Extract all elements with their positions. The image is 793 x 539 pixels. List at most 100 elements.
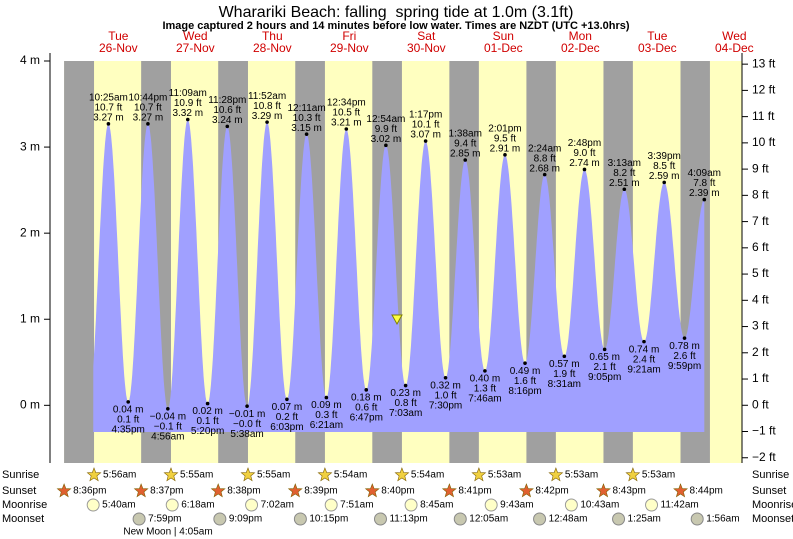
moonrise-time: 7:02am bbox=[261, 500, 294, 511]
moonset-time: 7:59pm bbox=[148, 514, 181, 525]
tide-height-m: 0.40 m bbox=[470, 374, 501, 385]
sunset-icon bbox=[133, 483, 149, 498]
tide-height-m: 0.04 m bbox=[113, 405, 144, 416]
night-band bbox=[64, 61, 95, 463]
tide-extreme-dot bbox=[265, 120, 269, 124]
day-date: 29-Nov bbox=[330, 41, 369, 55]
tide-extreme-dot bbox=[503, 153, 507, 157]
row-label: Moonrise bbox=[2, 499, 47, 511]
sunrise-icon bbox=[240, 467, 256, 482]
day-name: Tue bbox=[647, 29, 668, 43]
tide-time: 3:39pm bbox=[648, 151, 681, 162]
sunset-icon bbox=[673, 483, 689, 498]
y2-tick-label: 13 ft bbox=[752, 56, 776, 70]
sunrise-time: 5:56am bbox=[103, 470, 136, 481]
y-tick-label: 3 m bbox=[20, 139, 40, 153]
tide-height-m: 2.68 m bbox=[529, 163, 560, 174]
tide-height-m: 2.91 m bbox=[490, 143, 521, 154]
tide-extreme-dot bbox=[146, 122, 150, 126]
row-label-right: Moonrise bbox=[752, 499, 793, 511]
tide-extreme-dot bbox=[662, 180, 667, 185]
day-date: 03-Dec bbox=[638, 41, 677, 55]
tide-time: 3:13am bbox=[608, 158, 641, 169]
tide-height-m: 3.24 m bbox=[212, 115, 243, 126]
moonrise-icon bbox=[484, 498, 498, 512]
tide-time: 8:31am bbox=[548, 379, 581, 390]
sunset-icon bbox=[595, 483, 611, 498]
sunset-icon bbox=[210, 483, 226, 498]
tide-height-ft: 8.2 ft bbox=[613, 168, 635, 179]
tide-height-m: 0.07 m bbox=[272, 402, 303, 413]
moonset-icon bbox=[690, 512, 704, 526]
y-tick-label: 4 m bbox=[20, 53, 40, 67]
tide-height-m: 2.59 m bbox=[649, 171, 680, 182]
tide-height-m: 0.57 m bbox=[549, 359, 580, 370]
tide-extreme-dot bbox=[483, 369, 487, 373]
tide-area bbox=[93, 119, 705, 432]
tide-height-ft: 0.6 ft bbox=[355, 402, 377, 413]
tide-height-ft: 10.5 ft bbox=[332, 108, 360, 119]
tide-height-ft: 10.3 ft bbox=[293, 113, 321, 124]
moonrise-time: 8:45am bbox=[420, 500, 453, 511]
moonset-icon bbox=[293, 512, 307, 526]
tide-extreme-dot bbox=[622, 187, 627, 192]
y2-tick-label: 9 ft bbox=[752, 161, 769, 175]
day-name: Sun bbox=[493, 29, 514, 43]
tide-height-m: 3.27 m bbox=[93, 112, 124, 123]
sunrise-icon bbox=[548, 467, 564, 482]
tide-height-ft: 1.3 ft bbox=[474, 384, 496, 395]
day-name: Fri bbox=[342, 29, 356, 43]
moonrise-icon bbox=[564, 498, 578, 512]
y2-tick-label: 12 ft bbox=[752, 83, 776, 97]
tide-extreme-dot bbox=[602, 347, 607, 352]
day-date: 28-Nov bbox=[253, 41, 292, 55]
tide-time: 9:21am bbox=[627, 364, 660, 375]
moonset-time: 12:05am bbox=[469, 514, 508, 525]
tide-time: 4:56am bbox=[151, 431, 184, 442]
tide-time: 11:28pm bbox=[208, 95, 246, 106]
moonrise-icon bbox=[324, 498, 338, 512]
tide-time: 11:52am bbox=[248, 91, 286, 102]
moonrise-time: 7:51am bbox=[340, 500, 373, 511]
sunrise-time: 5:54am bbox=[411, 470, 444, 481]
sunrise-icon bbox=[394, 467, 410, 482]
day-name: Tue bbox=[108, 29, 129, 43]
sunrise-icon bbox=[471, 467, 487, 482]
tide-extreme-dot bbox=[542, 172, 547, 177]
tide-time: 10:44pm bbox=[128, 92, 167, 103]
tide-extreme-dot bbox=[384, 143, 388, 148]
tide-height-ft: 0.8 ft bbox=[394, 398, 416, 409]
day-name: Wed bbox=[722, 29, 746, 43]
tide-time: 7:46am bbox=[468, 394, 501, 405]
tide-time: 6:03pm bbox=[270, 422, 303, 433]
tide-height-ft: 1.9 ft bbox=[553, 369, 575, 380]
tide-height-m: 0.74 m bbox=[629, 344, 660, 355]
tide-extreme-dot bbox=[304, 132, 309, 136]
tide-time: 8:16pm bbox=[508, 386, 541, 397]
tide-height-m: 3.32 m bbox=[172, 108, 203, 119]
day-date: 04-Dec bbox=[715, 41, 754, 55]
tide-height-ft: 0.2 ft bbox=[276, 412, 298, 423]
day-date: 30-Nov bbox=[407, 41, 446, 55]
row-label-right: Moonset bbox=[752, 513, 793, 525]
tide-height-m: 2.85 m bbox=[450, 149, 481, 160]
tide-height-m: 0.78 m bbox=[669, 341, 700, 352]
sunset-icon bbox=[518, 483, 534, 498]
sunrise-icon bbox=[625, 467, 641, 482]
tide-time: 2:01pm bbox=[488, 123, 521, 134]
tide-height-ft: −0.1 ft bbox=[154, 421, 182, 432]
moonset-time: 12:48am bbox=[549, 514, 588, 525]
tide-time: 5:20pm bbox=[191, 426, 224, 437]
day-name: Mon bbox=[569, 29, 592, 43]
tide-time: 6:47pm bbox=[350, 412, 383, 423]
row-label-right: Sunrise bbox=[752, 469, 789, 481]
tide-extreme-dot bbox=[344, 127, 349, 131]
tide-height-ft: 9.5 ft bbox=[494, 133, 516, 144]
tide-height-ft: 2.1 ft bbox=[594, 362, 616, 373]
tide-time: 12:11am bbox=[287, 103, 325, 114]
moonset-time: 10:15pm bbox=[309, 514, 348, 525]
y2-tick-label: 3 ft bbox=[752, 319, 769, 333]
sunrise-time: 5:55am bbox=[180, 470, 213, 481]
tide-height-m: 3.21 m bbox=[331, 118, 362, 129]
